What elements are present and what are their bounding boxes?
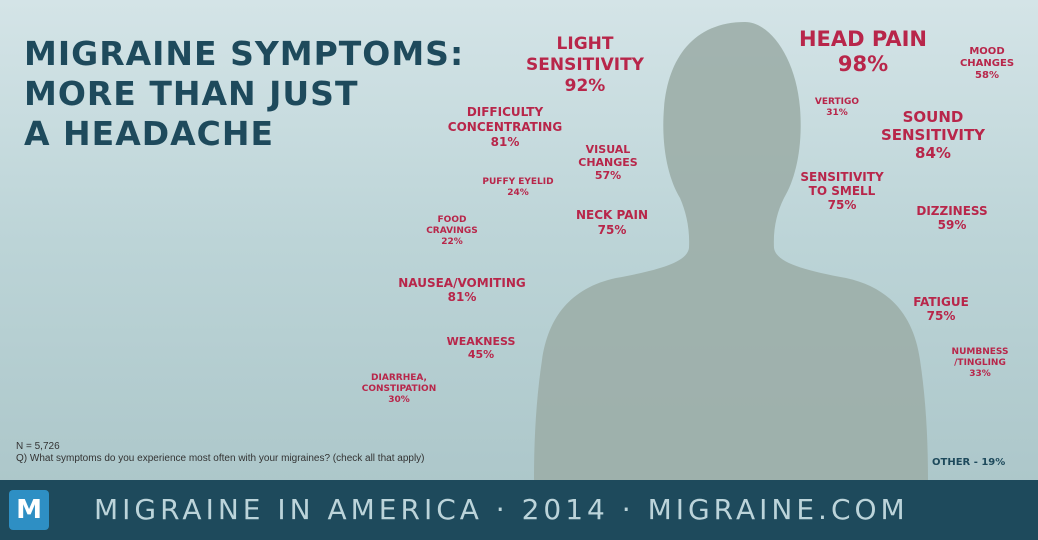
symptom-percent: 92% — [564, 76, 606, 96]
footer-banner: M MIGRAINE IN AMERICA · 2014 · MIGRAINE.… — [0, 480, 1038, 540]
symptom-percent: 75% — [597, 223, 627, 237]
symptom-percent: 22% — [441, 237, 463, 247]
symptom-percent: 84% — [915, 144, 951, 162]
footer-text: MIGRAINE IN AMERICA · 2014 · MIGRAINE.CO… — [94, 493, 909, 526]
symptom-label: FATIGUE — [913, 295, 969, 309]
symptom-percent: 31% — [826, 108, 848, 118]
symptom-percent: 59% — [937, 218, 967, 232]
symptom-sound-sensitivity: SOUND SENSITIVITY 84% — [868, 108, 998, 162]
symptom-diarrhea-constipation: DIARRHEA, CONSTIPATION 30% — [350, 373, 448, 406]
symptom-label: /TINGLING — [954, 358, 1006, 368]
headline-line-3: A HEADACHE — [24, 114, 275, 153]
symptom-percent: 33% — [969, 369, 991, 379]
symptom-percent: 24% — [507, 188, 529, 198]
symptom-label: SENSITIVITY — [526, 55, 644, 75]
headline-line-2: MORE THAN JUST — [24, 74, 359, 113]
symptom-label: CRAVINGS — [426, 226, 478, 236]
symptom-percent: 45% — [467, 348, 495, 361]
symptom-mood-changes: MOOD CHANGES 58% — [944, 46, 1030, 82]
symptom-label: DIARRHEA, — [371, 373, 427, 383]
symptom-head-pain: HEAD PAIN 98% — [786, 27, 940, 77]
symptom-percent: 58% — [975, 70, 999, 81]
headline-line-1: MIGRAINE SYMPTOMS: — [24, 34, 465, 73]
symptom-fatigue: FATIGUE 75% — [896, 295, 986, 323]
symptom-vertigo: VERTIGO 31% — [807, 97, 867, 119]
symptom-percent: 81% — [447, 290, 477, 304]
symptom-label: VERTIGO — [814, 97, 860, 107]
symptom-percent: 75% — [827, 198, 857, 212]
symptom-nausea-vomiting: NAUSEA/VOMITING 81% — [378, 276, 546, 304]
symptom-puffy-eyelid: PUFFY EYELID 24% — [470, 177, 566, 199]
symptom-percent: 81% — [490, 135, 520, 149]
symptom-label: SENSITIVITY — [880, 126, 986, 144]
sample-size: N = 5,726 — [16, 441, 60, 452]
symptom-label: SENSITIVITY — [800, 170, 884, 184]
symptom-dizziness: DIZZINESS 59% — [900, 204, 1004, 232]
symptom-label: HEAD PAIN — [798, 27, 928, 51]
symptom-neck-pain: NECK PAIN 75% — [560, 208, 664, 238]
symptom-visual-changes: VISUAL CHANGES 57% — [568, 143, 648, 182]
symptom-label: TO SMELL — [808, 184, 876, 198]
headline: MIGRAINE SYMPTOMS: MORE THAN JUST A HEAD… — [24, 34, 464, 154]
symptom-label: CHANGES — [959, 58, 1015, 69]
symptom-label: MOOD — [969, 46, 1005, 57]
symptom-sensitivity-to-smell: SENSITIVITY TO SMELL 75% — [788, 170, 896, 212]
symptom-light-sensitivity: LIGHT SENSITIVITY 92% — [520, 34, 650, 97]
symptom-label: NECK PAIN — [575, 208, 648, 222]
symptom-percent: 30% — [388, 395, 410, 405]
symptom-numbness-tingling: NUMBNESS /TINGLING 33% — [940, 347, 1020, 380]
symptom-label: LIGHT — [556, 34, 614, 54]
logo-letter: M — [16, 495, 42, 525]
symptom-label: NAUSEA/VOMITING — [398, 276, 526, 290]
survey-question: Q) What symptoms do you experience most … — [16, 453, 425, 464]
symptom-other: OTHER - 19% — [932, 457, 1006, 468]
symptom-label: PUFFY EYELID — [482, 177, 554, 187]
symptom-difficulty-concentrating: DIFFICULTY CONCENTRATING 81% — [434, 105, 576, 150]
symptom-label: DIZZINESS — [916, 204, 988, 218]
symptom-label: WEAKNESS — [446, 335, 516, 348]
symptom-label: CHANGES — [578, 156, 638, 169]
symptom-label: CONSTIPATION — [361, 384, 437, 394]
symptom-percent: 98% — [837, 52, 889, 76]
symptom-label: DIFFICULTY — [466, 105, 544, 119]
symptom-label: SOUND — [902, 108, 964, 126]
symptom-food-cravings: FOOD CRAVINGS 22% — [416, 215, 488, 248]
migraine-logo-icon: M — [9, 490, 49, 530]
symptom-percent: 75% — [926, 309, 956, 323]
symptom-label: NUMBNESS — [951, 347, 1009, 357]
symptom-weakness: WEAKNESS 45% — [432, 335, 530, 361]
symptom-label: VISUAL — [585, 143, 631, 156]
human-silhouette — [534, 22, 928, 480]
symptom-label: CONCENTRATING — [447, 120, 563, 134]
symptom-label: FOOD — [437, 215, 467, 225]
symptom-percent: 57% — [594, 169, 622, 182]
